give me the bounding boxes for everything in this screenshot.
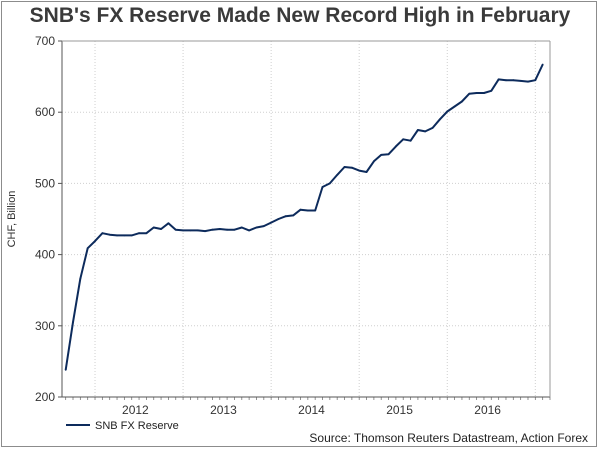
data-point [497,78,500,81]
data-point [218,228,221,230]
data-point [417,129,419,131]
legend: SNB FX Reserve [66,420,179,432]
data-point [64,369,67,371]
data-point [314,209,317,212]
chart-title: SNB's FX Reserve Made New Record High in… [29,4,571,27]
data-point [270,221,272,224]
data-point [160,228,163,230]
data-point [336,174,339,176]
data-point [395,145,397,148]
data-point [527,80,529,83]
data-point [262,225,265,228]
data-point [505,79,507,82]
data-point [453,105,456,108]
data-point [380,154,383,156]
data-point [351,166,353,169]
data-point [475,92,478,94]
data-point [116,234,118,237]
source-note: Source: Thomson Reuters Datastream, Acti… [309,431,588,445]
data-point [328,182,331,185]
y-tick-label: 700 [35,34,55,48]
data-point [306,209,309,212]
y-tick-label: 200 [35,390,55,404]
data-point [299,208,302,211]
legend-label: SNB FX Reserve [95,420,179,432]
y-tick-label: 300 [35,319,55,333]
data-point [233,228,236,231]
data-point [461,100,463,103]
data-point [358,169,361,172]
y-tick-label: 400 [35,248,55,262]
x-tick-label: 2015 [386,403,413,417]
data-point [86,247,89,250]
data-point [541,63,544,66]
y-tick-label: 500 [35,176,55,190]
data-point [446,110,449,113]
data-point [167,222,170,225]
data-point [123,234,126,237]
x-tick-label: 2012 [122,403,149,417]
data-point [519,80,522,82]
data-point [145,232,148,235]
x-tick-label: 2013 [210,403,237,417]
data-point [512,79,515,82]
data-point [182,229,185,232]
data-point [152,226,155,229]
data-point [468,92,471,95]
grid [62,41,550,397]
data-point [343,166,346,168]
series-line [64,64,544,371]
data-point [130,234,133,237]
y-tick-label: 600 [35,105,55,119]
data-point [439,118,441,121]
data-point [424,130,427,133]
data-point [108,233,111,236]
data-point [79,277,82,280]
data-point [226,228,229,231]
data-point [72,321,74,324]
data-point [204,230,207,233]
data-point [240,226,243,229]
data-point [483,92,485,94]
data-point [365,171,368,173]
data-point [490,89,493,92]
data-point [248,229,251,232]
y-axis-label: CHF, Billion [6,191,18,248]
series-layer [64,63,544,371]
data-point [174,228,177,231]
data-point [101,232,104,235]
data-point [277,218,280,220]
data-point [387,153,390,156]
data-point [409,139,412,142]
data-point [138,232,141,235]
data-point [431,127,434,129]
axes: 200 300 400 500 600 700 2012 2013 2014 2015 2016 [35,34,551,417]
x-tick-label: 2016 [474,403,501,417]
x-tick-label: 2014 [298,403,325,417]
data-point [211,228,214,231]
data-point [284,215,287,218]
data-point [534,79,537,82]
data-point [189,229,192,232]
data-point [292,214,295,217]
data-point [94,240,96,243]
data-point [402,138,405,141]
data-point [196,229,199,232]
data-point [373,160,375,163]
data-point [321,186,324,188]
data-point [255,226,258,229]
